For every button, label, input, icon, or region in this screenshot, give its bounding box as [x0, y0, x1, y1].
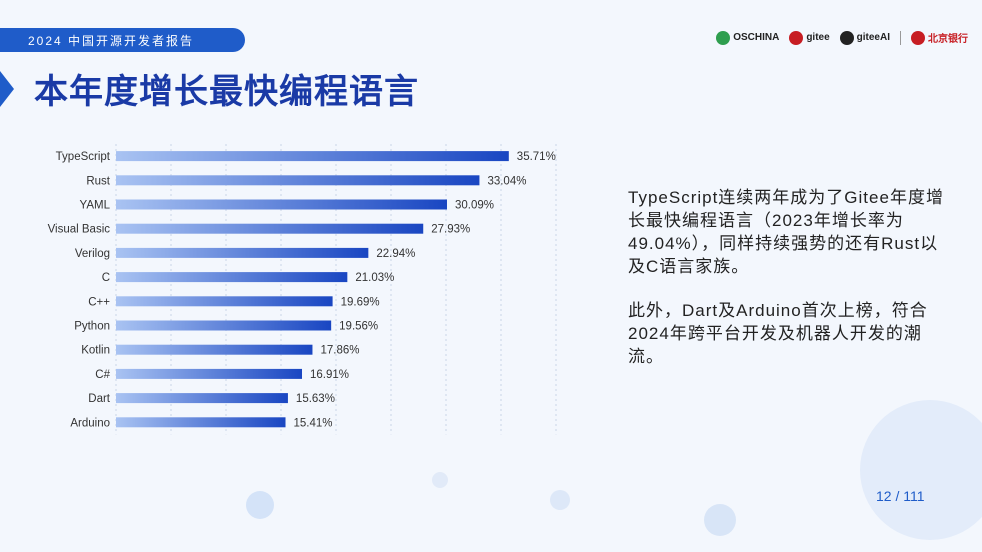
- page-title: 本年度增长最快编程语言: [34, 73, 419, 111]
- category-label: TypeScript: [56, 151, 111, 163]
- category-label: Verilog: [75, 248, 110, 260]
- bar: [116, 247, 369, 258]
- value-label: 35.71%: [517, 151, 556, 163]
- category-label: Dart: [88, 393, 111, 405]
- giteeai-logo: giteeAI: [839, 30, 890, 45]
- bar: [116, 151, 509, 162]
- bar: [116, 199, 447, 210]
- summary-text: TypeScript连续两年成为了Gitee年度增长最快编程语言（2023年增长…: [628, 186, 948, 389]
- title-bar: 本年度增长最快编程语言: [0, 64, 419, 113]
- category-label: C#: [95, 369, 110, 381]
- logo-separator: [900, 30, 901, 45]
- value-label: 21.03%: [355, 272, 394, 284]
- bank-of-beijing-logo: 北京银行: [911, 30, 968, 45]
- report-title: 2024 中国开源开发者报告: [28, 34, 195, 48]
- summary-paragraph-1: TypeScript连续两年成为了Gitee年度增长最快编程语言（2023年增长…: [628, 188, 944, 276]
- page-number: 12 / 111: [876, 488, 925, 504]
- value-label: 16.91%: [310, 369, 349, 381]
- category-label: Rust: [86, 175, 110, 187]
- value-label: 27.93%: [431, 224, 470, 236]
- value-label: 15.41%: [294, 417, 333, 429]
- category-label: C++: [88, 296, 110, 308]
- bar-chart-svg: TypeScript 35.71% Rust 33.04% YAML 30.09% Visu…: [48, 144, 557, 435]
- category-label: Arduino: [70, 417, 110, 429]
- category-label: Visual Basic: [48, 224, 111, 236]
- value-label: 22.94%: [376, 248, 415, 260]
- category-label: Kotlin: [81, 345, 110, 357]
- category-label: YAML: [80, 200, 111, 212]
- bar: [116, 272, 348, 283]
- gitee-icon: [789, 30, 804, 45]
- value-label: 17.86%: [320, 345, 359, 357]
- gitee-logo: gitee: [789, 30, 830, 45]
- category-label: C: [102, 272, 110, 284]
- giteeai-icon: [839, 30, 854, 45]
- title-arrow-icon: [0, 70, 14, 107]
- value-label: 19.69%: [341, 296, 380, 308]
- value-label: 19.56%: [339, 321, 378, 333]
- bar: [116, 417, 286, 428]
- bar: [116, 296, 333, 307]
- report-header-tab: 2024 中国开源开发者报告: [0, 28, 245, 52]
- value-label: 30.09%: [455, 200, 494, 212]
- oschina-icon: [716, 30, 731, 45]
- bar: [116, 320, 332, 331]
- summary-paragraph-2: 此外，Dart及Arduino首次上榜，符合2024年跨平台开发及机器人开发的潮…: [628, 301, 928, 366]
- category-label: Python: [74, 321, 110, 333]
- bank-icon: [911, 30, 925, 45]
- bar: [116, 344, 313, 355]
- oschina-logo: OSCHINA: [716, 30, 779, 45]
- value-label: 15.63%: [296, 393, 335, 405]
- bar: [116, 393, 288, 404]
- bar: [116, 223, 424, 234]
- value-label: 33.04%: [487, 175, 526, 187]
- bar: [116, 368, 303, 379]
- bar: [116, 175, 480, 186]
- logo-bar: OSCHINA gitee giteeAI 北京银行: [716, 30, 968, 45]
- bar-chart: TypeScript 35.71% Rust 33.04% YAML 30.09% Visu…: [20, 138, 580, 438]
